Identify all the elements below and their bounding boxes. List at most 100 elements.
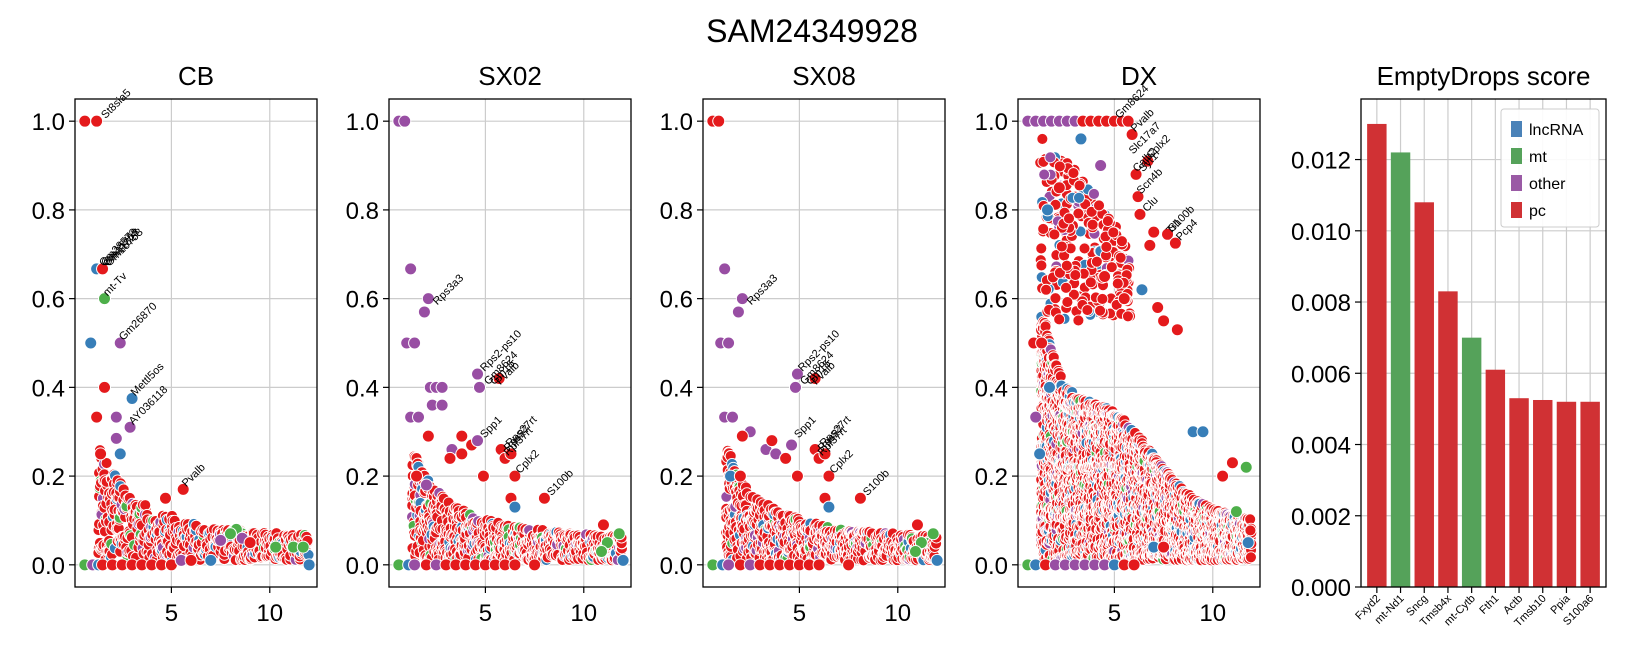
y-tick-label: 0.4: [660, 375, 693, 402]
y-tick-label: 0.6: [346, 287, 379, 314]
data-point-other: [726, 410, 740, 424]
y-tick-label: 1.0: [32, 109, 65, 136]
data-point-pc: [842, 558, 856, 572]
point-cloud: [1034, 132, 1258, 567]
x-tick-label: 10: [570, 600, 597, 627]
data-point-pc: [176, 482, 190, 496]
gene-label: Cplx2: [828, 448, 856, 476]
y-tick-label: 0.2: [346, 464, 379, 491]
data-point-pc: [184, 553, 198, 567]
gene-label: Spp1: [478, 414, 505, 441]
x-tick-label: 10: [256, 600, 283, 627]
x-tick-label: 5: [793, 600, 806, 627]
data-point-other: [109, 410, 123, 424]
data-point-lncRNA: [125, 391, 139, 405]
data-point-pc: [421, 429, 435, 443]
gene-label: Cplx2: [514, 448, 542, 476]
y-tick-label: 0.6: [660, 287, 693, 314]
data-point-other: [417, 305, 431, 319]
data-point-pc: [712, 114, 726, 128]
data-point-lncRNA: [84, 336, 98, 350]
gene-label: S100b: [861, 467, 892, 498]
data-point-other: [109, 431, 123, 445]
y-tick-label: 0.2: [660, 464, 693, 491]
data-point-other: [419, 478, 433, 492]
data-point-mt: [269, 540, 283, 554]
data-point-pc: [765, 434, 779, 448]
data-point-mt: [98, 292, 112, 306]
data-point-other: [785, 438, 799, 452]
data-point-other: [435, 380, 449, 394]
data-point-pc: [159, 491, 173, 505]
y-tick-label: 0.8: [32, 198, 65, 225]
data-point-pc: [410, 469, 424, 483]
figure-title: SAM24349928: [706, 13, 918, 49]
x-tick-label: 10: [884, 600, 911, 627]
data-point-pc: [812, 558, 826, 572]
data-point-pc: [779, 451, 793, 465]
x-tick-label: 5: [165, 600, 178, 627]
y-tick-label: 1.0: [346, 109, 379, 136]
y-tick-label: 0.8: [346, 198, 379, 225]
data-point-other: [722, 558, 736, 572]
data-point-pc: [443, 451, 457, 465]
y-tick-label: 0.6: [32, 287, 65, 314]
data-point-lncRNA: [930, 553, 944, 567]
y-tick-label: 0.0: [660, 553, 693, 580]
data-point-lncRNA: [508, 500, 522, 514]
data-point-other: [408, 558, 422, 572]
data-point-pc: [96, 262, 110, 276]
data-point-other: [722, 336, 736, 350]
panel-sx02: Rps3a3Rps2-ps10Gm8624Gm15PvalbSpp1Rps27r…: [346, 61, 632, 627]
data-point-mt: [296, 540, 310, 554]
gene-label: S100b: [545, 467, 576, 498]
data-point-pc: [790, 469, 804, 483]
data-point-pc: [733, 469, 747, 483]
panel-sx08: Rps3a3Rps2-ps10Gm8624Gm15PvalbSpp1Rps27r…: [660, 61, 946, 627]
panel-title: SX08: [792, 61, 856, 91]
data-point-other: [113, 336, 127, 350]
panel-title: CB: [178, 61, 214, 91]
data-point-other: [398, 114, 412, 128]
y-tick-label: 0.2: [32, 464, 65, 491]
data-point-lncRNA: [822, 500, 836, 514]
data-point-other: [718, 262, 732, 276]
data-point-pc: [94, 447, 108, 461]
data-point-other: [408, 336, 422, 350]
data-point-mt: [223, 527, 237, 541]
gene-label: St8sia5: [99, 87, 133, 121]
panel-dx: Gm8624PvalbSlc17a7Cplx2Calb2Syt1Scn4bClu…: [975, 61, 1261, 627]
gene-label: Gm26870: [117, 300, 160, 343]
data-point-other: [473, 380, 487, 394]
data-point-lncRNA: [113, 447, 127, 461]
data-point-pc: [98, 380, 112, 394]
y-tick-label: 1.0: [660, 109, 693, 136]
data-point: [100, 457, 113, 470]
gene-label: Rps3a3: [745, 272, 780, 307]
data-point-lncRNA: [616, 553, 630, 567]
y-tick-label: 0.4: [346, 375, 379, 402]
data-point-pc: [78, 114, 92, 128]
data-point-mt: [926, 527, 940, 541]
data-point-pc: [476, 469, 490, 483]
data-point-mt: [612, 527, 626, 541]
data-point-pc: [735, 429, 749, 443]
gene-label: Spp1: [792, 414, 819, 441]
panel-cb: St8sia5Gm28573Gm15758Gm11827Gm15753mt-Tv…: [32, 61, 318, 627]
data-point-pc: [910, 518, 924, 532]
data-point-pc: [596, 518, 610, 532]
data-point-pc: [90, 114, 104, 128]
data-point-pc: [90, 410, 104, 424]
data-point-mt: [594, 545, 608, 559]
data-point-lncRNA: [302, 558, 316, 572]
data-point-other: [123, 420, 137, 434]
x-tick-label: 5: [479, 600, 492, 627]
data-point-other: [214, 533, 228, 547]
data-point-other: [731, 305, 745, 319]
point-cloud: [92, 444, 315, 567]
data-point-other: [412, 410, 426, 424]
data-point-pc: [528, 558, 542, 572]
data-point-pc: [508, 558, 522, 572]
data-point-other: [435, 398, 449, 412]
data-point-pc: [455, 429, 469, 443]
